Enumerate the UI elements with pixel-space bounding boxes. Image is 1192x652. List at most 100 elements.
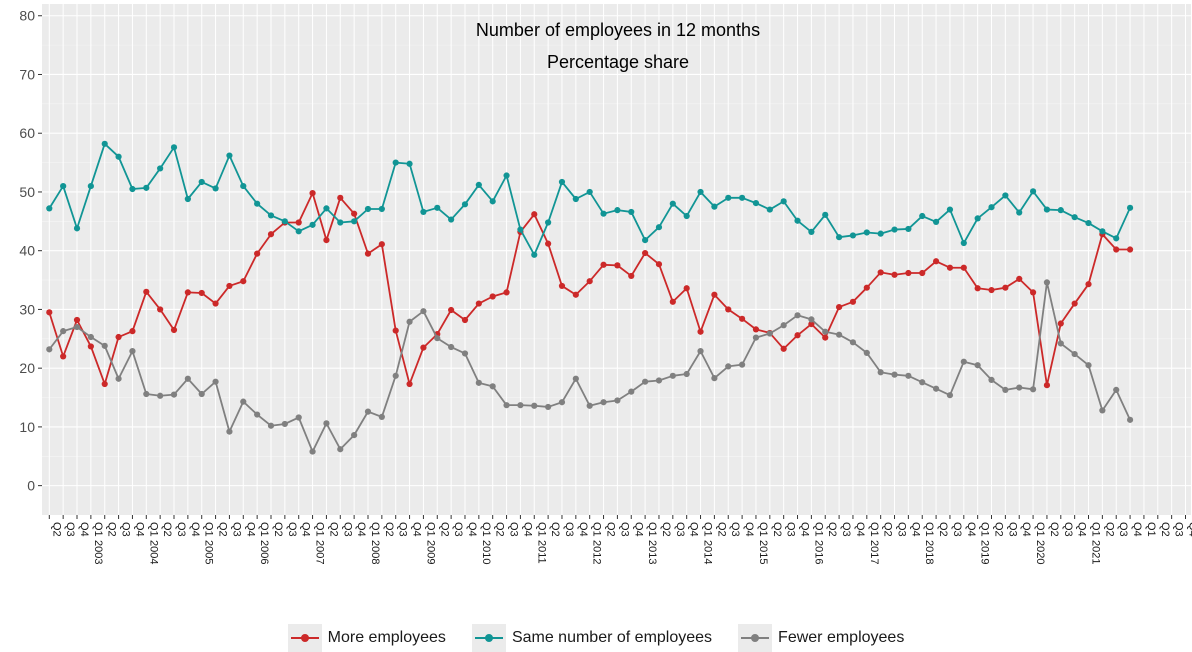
data-point bbox=[1057, 207, 1064, 214]
x-tick-label: Q3 bbox=[120, 522, 132, 537]
data-point bbox=[752, 326, 760, 333]
data-point bbox=[337, 446, 344, 453]
data-point bbox=[822, 211, 829, 218]
x-tick-label: Q3 bbox=[341, 522, 353, 537]
data-point bbox=[101, 380, 108, 388]
data-point bbox=[364, 205, 372, 213]
data-point bbox=[586, 278, 593, 285]
data-point bbox=[822, 334, 829, 341]
data-point bbox=[725, 306, 732, 313]
data-point bbox=[863, 284, 870, 291]
x-tick-label: Q2 bbox=[549, 522, 561, 537]
y-tick-label: 30 bbox=[19, 301, 35, 317]
data-point bbox=[1071, 300, 1078, 307]
data-point bbox=[129, 348, 136, 355]
y-tick-label: 20 bbox=[19, 360, 35, 376]
y-tick-label: 40 bbox=[19, 243, 35, 259]
x-axis: Q2 Q3 Q4 Q1 Q2 Q3 Q4 Q1 Q2 Q3 Q4 Q1 Q2 Q3 Q4 Q1 Q2 Q3 Q4 Q1… bbox=[48, 515, 1192, 564]
data-point bbox=[808, 321, 815, 328]
data-point bbox=[281, 218, 288, 225]
data-point bbox=[572, 291, 579, 298]
x-tick-label: Q3 bbox=[286, 522, 298, 537]
x-tick-label: Q4 bbox=[411, 522, 423, 537]
data-point bbox=[1113, 246, 1120, 253]
x-tick-label: Q2 bbox=[882, 522, 894, 537]
series-layer bbox=[46, 140, 1134, 455]
data-point bbox=[891, 371, 898, 378]
data-point bbox=[337, 194, 344, 201]
data-point bbox=[475, 181, 482, 189]
x-year-label: 2017 bbox=[868, 540, 880, 564]
data-point bbox=[46, 205, 53, 212]
data-point bbox=[115, 333, 122, 341]
x-tick-label: Q3 bbox=[618, 522, 630, 537]
x-tick-label: Q2 bbox=[327, 522, 339, 537]
x-tick-label: Q2 bbox=[715, 522, 727, 537]
data-point bbox=[877, 369, 884, 376]
data-point bbox=[614, 397, 621, 404]
data-point bbox=[974, 362, 981, 369]
x-tick-label: Q4 bbox=[521, 522, 533, 537]
data-point bbox=[655, 377, 663, 384]
data-point bbox=[1057, 320, 1064, 327]
data-point bbox=[849, 298, 857, 305]
major-gridlines bbox=[42, 4, 1191, 515]
data-point bbox=[184, 375, 191, 382]
data-point bbox=[212, 378, 219, 385]
x-tick-label: Q4 bbox=[909, 522, 921, 537]
data-point bbox=[600, 261, 607, 268]
data-point bbox=[448, 306, 455, 314]
x-tick-label: Q1 bbox=[979, 522, 991, 537]
x-tick-label: Q4 bbox=[577, 522, 589, 537]
data-point bbox=[1085, 281, 1092, 288]
data-point bbox=[198, 390, 205, 398]
legend-label-more: More employees bbox=[327, 629, 446, 646]
data-point bbox=[1002, 386, 1009, 393]
x-tick-label: Q1 bbox=[258, 522, 270, 537]
data-point bbox=[323, 237, 330, 244]
x-year-label: 2011 bbox=[535, 540, 547, 564]
y-tick-label: 80 bbox=[19, 8, 35, 24]
data-point bbox=[517, 226, 524, 233]
data-point bbox=[1071, 350, 1078, 358]
data-point bbox=[752, 334, 760, 341]
series-3 bbox=[46, 279, 1134, 455]
x-tick-label: Q1 bbox=[535, 522, 547, 537]
data-point bbox=[143, 288, 150, 295]
data-point bbox=[1126, 246, 1134, 253]
legend-label-fewer: Fewer employees bbox=[778, 629, 905, 646]
data-point bbox=[808, 228, 815, 235]
data-point bbox=[489, 198, 496, 205]
data-point bbox=[808, 316, 815, 323]
data-point bbox=[849, 339, 857, 346]
data-point bbox=[766, 330, 773, 337]
x-tick-label: Q3 bbox=[1117, 522, 1129, 537]
x-tick-label: Q1 bbox=[868, 522, 880, 537]
data-point bbox=[932, 218, 940, 226]
data-point bbox=[1126, 204, 1134, 211]
data-point bbox=[780, 322, 787, 329]
data-point bbox=[73, 316, 81, 324]
data-point bbox=[794, 332, 801, 339]
data-point bbox=[420, 308, 427, 315]
x-year-label: 2008 bbox=[369, 540, 381, 564]
data-point bbox=[143, 184, 150, 191]
x-tick-label: Q2 bbox=[826, 522, 838, 537]
data-point bbox=[378, 413, 385, 421]
data-point bbox=[932, 258, 940, 265]
data-point bbox=[129, 328, 136, 335]
x-tick-label: Q1 bbox=[1090, 522, 1102, 537]
x-tick-label: Q3 bbox=[397, 522, 409, 537]
x-tick-label: Q2 bbox=[50, 522, 62, 537]
data-point bbox=[877, 230, 884, 237]
x-tick-label: Q1 bbox=[812, 522, 824, 537]
data-point bbox=[406, 318, 413, 325]
x-tick-label: Q3 bbox=[64, 522, 76, 537]
data-point bbox=[87, 182, 94, 190]
x-year-label: 2013 bbox=[646, 540, 658, 564]
x-tick-label: Q2 bbox=[1103, 522, 1115, 537]
data-point bbox=[420, 344, 427, 351]
data-point bbox=[212, 300, 219, 307]
data-point bbox=[600, 210, 607, 217]
